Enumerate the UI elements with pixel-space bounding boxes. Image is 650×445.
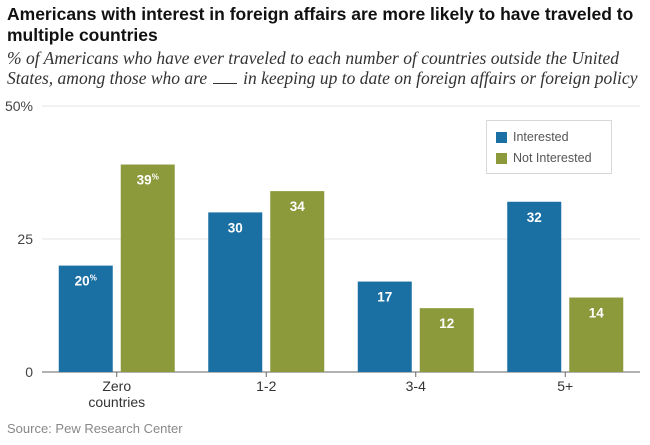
- data-label: 30: [228, 220, 243, 235]
- subtitle-part-2: in keeping up to date on foreign affairs…: [243, 68, 638, 88]
- data-label: 17: [377, 290, 392, 305]
- bar-interested: [58, 265, 113, 372]
- legend-item-interested: Interested: [496, 129, 569, 145]
- x-tick-label: 3-4: [406, 378, 426, 394]
- bar-interested: [208, 212, 263, 372]
- y-tick-label: 0: [25, 364, 33, 380]
- subtitle-blank: [213, 71, 238, 84]
- bar-not-interested: [270, 191, 325, 372]
- y-tick-label: 25: [17, 231, 33, 247]
- bar-not-interested: [569, 297, 624, 372]
- data-label: 32: [527, 210, 542, 225]
- data-label: 34: [290, 199, 306, 214]
- bar-interested: [357, 281, 412, 372]
- x-tick-label: 1-2: [256, 378, 276, 394]
- chart-subtitle: % of Americans who have ever traveled to…: [7, 48, 647, 88]
- bar-not-interested: [120, 164, 175, 372]
- x-tick-label: Zero countries: [88, 378, 145, 410]
- legend-label-not-interested: Not Interested: [513, 151, 592, 165]
- y-tick-label: 50%: [5, 98, 33, 114]
- data-label: 12: [439, 316, 454, 331]
- legend-swatch-interested: [496, 131, 507, 143]
- subtitle-part-1: % of Americans who have ever traveled to…: [7, 48, 620, 88]
- chart-title: Americans with interest in foreign affai…: [7, 4, 634, 45]
- bar-interested: [507, 201, 562, 372]
- x-tick-label: 5+: [557, 378, 573, 394]
- source-note: Source: Pew Research Center: [7, 421, 183, 436]
- bar-not-interested: [419, 308, 474, 372]
- legend-label-interested: Interested: [513, 130, 569, 144]
- legend: Interested Not Interested: [486, 120, 612, 174]
- legend-swatch-not-interested: [496, 152, 507, 164]
- legend-item-not-interested: Not Interested: [496, 150, 592, 166]
- data-label: 14: [589, 306, 605, 321]
